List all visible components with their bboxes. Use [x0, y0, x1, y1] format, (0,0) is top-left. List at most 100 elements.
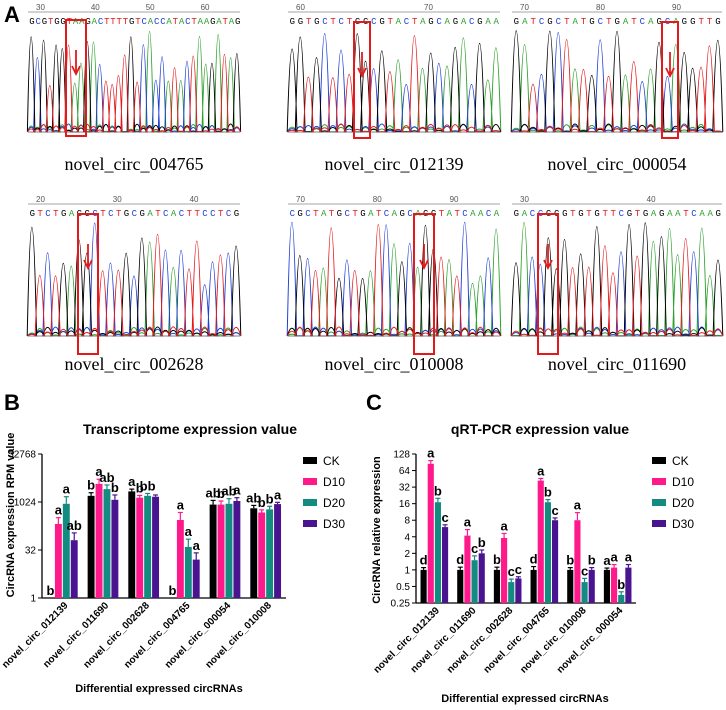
- chart-c-bar-ck: [530, 569, 537, 603]
- chart-c-y-tick-label: 2: [404, 549, 410, 560]
- chart-c-bar-d20: [581, 582, 588, 603]
- chart-c-significance-letter: b: [588, 553, 596, 568]
- chart-c-significance-letter: a: [610, 550, 618, 565]
- chromatogram-label: novel_circ_000054: [548, 154, 687, 174]
- chart-c-bar-d10: [537, 480, 544, 603]
- chart-c-bar-d10: [427, 463, 434, 603]
- junction-highlight-box: [65, 19, 87, 137]
- chart-b-bar-ck: [250, 508, 258, 598]
- base-letter: G: [656, 17, 661, 27]
- base-letter: C: [132, 209, 138, 219]
- chromatogram-label: novel_circ_004765: [65, 154, 204, 174]
- chart-c-significance-letter: b: [434, 483, 442, 498]
- base-letter: G: [124, 209, 129, 219]
- base-letter: T: [564, 17, 570, 27]
- base-letter: G: [716, 209, 721, 219]
- base-letter: T: [530, 17, 536, 27]
- chart-b-significance-letter: b: [168, 583, 176, 598]
- base-letter: C: [35, 17, 41, 27]
- chromatogram-6: 30 40G A C C G G G T G T G T T C G T G A G A A T C A A Gnovel_circ…: [510, 195, 724, 374]
- chart-b-legend-swatch-d10: [303, 478, 317, 485]
- base-letter: C: [339, 17, 345, 27]
- chart-b-bar-ck: [128, 491, 136, 598]
- chart-b-bar-d30: [152, 496, 160, 598]
- chart-c-significance-letter: a: [427, 446, 435, 461]
- junction-arrow: [71, 50, 81, 77]
- chart-c-bar-d10: [574, 520, 581, 603]
- base-letter: T: [117, 17, 123, 27]
- base-letter: T: [602, 209, 608, 219]
- base-letter: C: [290, 209, 296, 219]
- position-number: 80: [596, 3, 605, 12]
- base-letter: T: [570, 209, 576, 219]
- chart-b-legend-swatch-d20: [303, 499, 317, 506]
- base-letter: T: [116, 209, 122, 219]
- base-letter: C: [160, 17, 166, 27]
- base-letter: G: [30, 209, 35, 219]
- chart-b-bar-d30: [111, 499, 119, 598]
- base-letter: C: [619, 209, 625, 219]
- chart-c-significance-letter: b: [544, 485, 552, 500]
- chart-b-legend-label-ck: CK: [323, 454, 340, 468]
- base-letter: T: [683, 209, 689, 219]
- base-letter: T: [611, 209, 617, 219]
- chart-b-significance-letter: a: [177, 497, 185, 512]
- base-letter: T: [586, 209, 592, 219]
- base-letter: A: [229, 17, 235, 27]
- trace-C: [26, 44, 242, 133]
- base-letter: T: [707, 17, 713, 27]
- chart-c-bar-d20: [471, 560, 478, 603]
- chart-c-significance-letter: c: [515, 562, 522, 577]
- position-number: 40: [647, 195, 656, 204]
- base-letter: C: [407, 209, 413, 219]
- base-letter: C: [108, 209, 114, 219]
- chart-c-legend-swatch-ck: [652, 457, 666, 464]
- position-number: 20: [36, 195, 45, 204]
- chart-b-significance-letter: ab: [246, 490, 261, 505]
- base-letter: A: [198, 17, 204, 27]
- position-number: 60: [296, 3, 305, 12]
- base-letter: A: [92, 17, 98, 27]
- trace-A: [510, 43, 723, 133]
- chart-c-xlabel: Differential expressed circRNAs: [441, 693, 609, 705]
- chart-c-bar-ck: [493, 569, 501, 603]
- chart-b-bar-d10: [217, 504, 225, 598]
- base-letter: T: [100, 209, 106, 219]
- chart-c-bar-d10: [611, 567, 618, 603]
- base-letter: A: [69, 209, 75, 219]
- base-letter: T: [387, 17, 393, 27]
- base-letter: T: [631, 17, 637, 27]
- base-letter: G: [60, 17, 65, 27]
- base-letter: G: [139, 209, 144, 219]
- base-letter: C: [226, 209, 232, 219]
- chart-b-significance-letter: b: [87, 478, 95, 493]
- base-letter: A: [651, 209, 657, 219]
- chart-c-bar-ck: [457, 569, 464, 603]
- chart-c-legend-label-d20: D20: [672, 496, 694, 510]
- base-letter: G: [235, 17, 240, 27]
- chart-c-significance-letter: a: [603, 553, 611, 568]
- chart-c-significance-letter: c: [471, 541, 478, 556]
- chart-b-y-tick-label: 32: [25, 546, 37, 557]
- base-letter: C: [691, 209, 697, 219]
- base-letter: G: [129, 17, 134, 27]
- chart-c-y-tick-label: 4: [404, 532, 410, 543]
- chart-c-y-tick-label: 32: [399, 483, 411, 494]
- chart-c-significance-letter: c: [551, 503, 558, 518]
- chart-b-y-tick-label: 32768: [8, 450, 36, 461]
- position-number: 30: [36, 3, 45, 12]
- base-letter: G: [690, 17, 695, 27]
- chart-b-significance-letter: ab: [206, 485, 221, 500]
- chart-b-bar-ck: [87, 495, 95, 598]
- chart-c-bar-d20: [544, 502, 551, 603]
- chart-c-legend-swatch-d10: [652, 478, 666, 485]
- chart-b-significance-letter: b: [266, 491, 274, 506]
- chart-c-category-label: novel_circ_004765: [482, 605, 553, 676]
- base-letter: C: [486, 209, 492, 219]
- base-letter: A: [392, 209, 398, 219]
- chart-c-bar-d30: [625, 567, 632, 603]
- chart-c-significance-letter: d: [530, 552, 538, 567]
- position-number: 40: [91, 3, 100, 12]
- chart-c-significance-letter: b: [566, 553, 574, 568]
- chart-c-significance-letter: a: [625, 550, 633, 565]
